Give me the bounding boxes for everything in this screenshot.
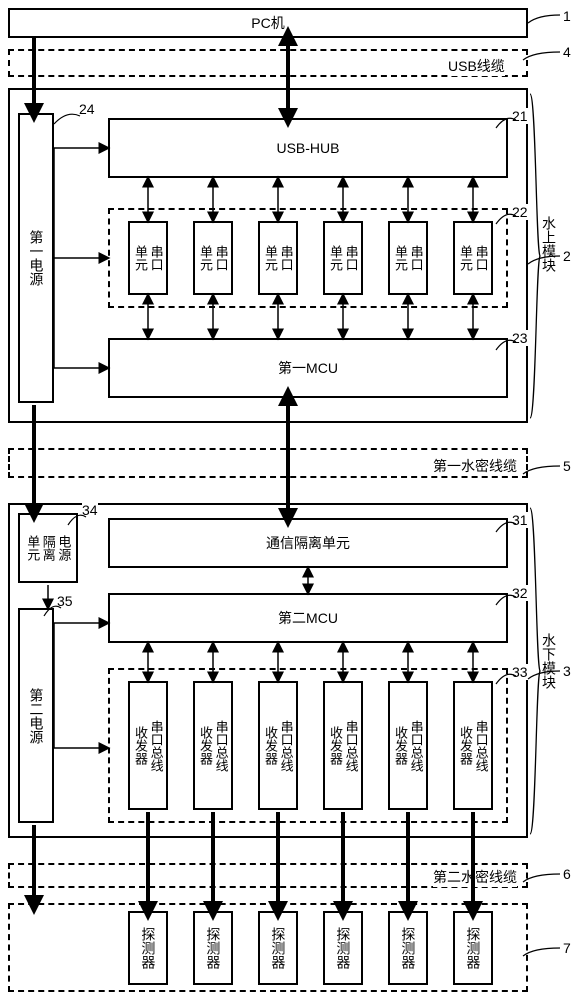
arrow-layer: [8, 8, 576, 992]
